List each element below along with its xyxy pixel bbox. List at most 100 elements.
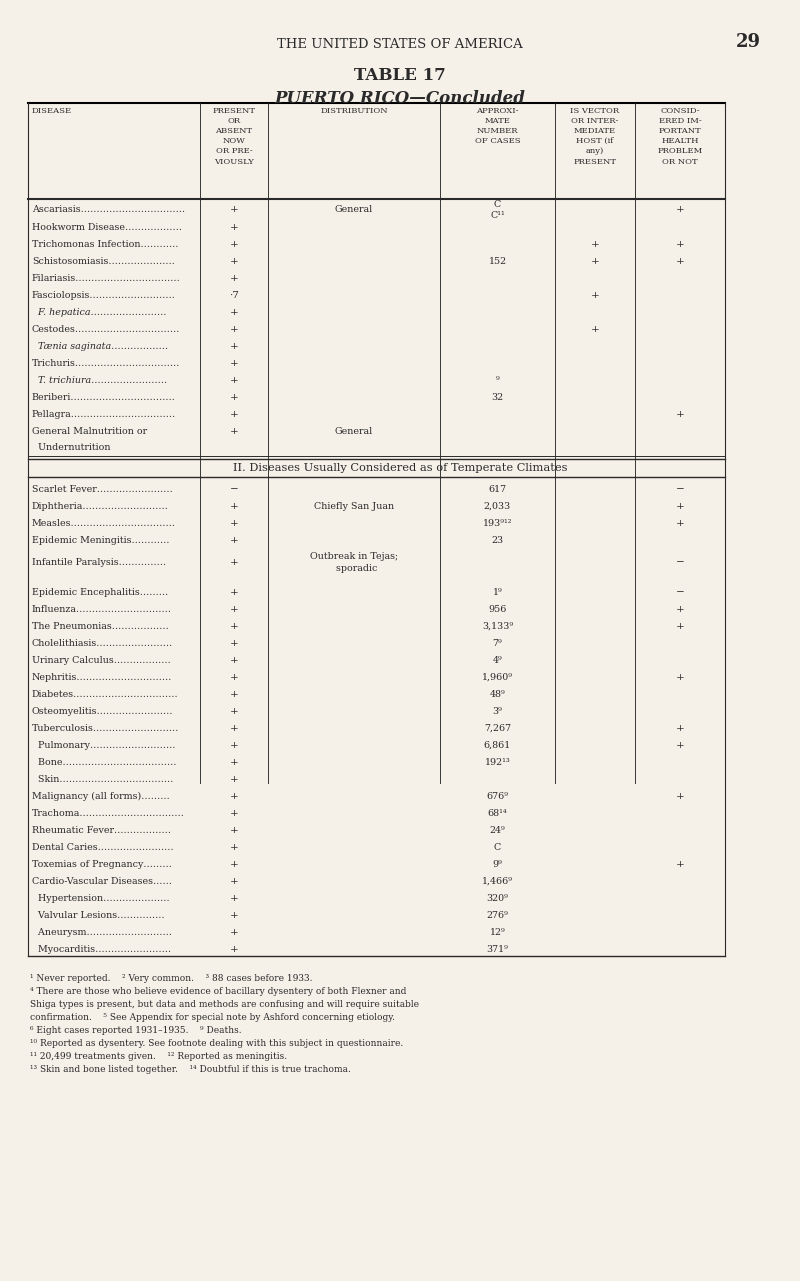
Text: Tuberculosis………………………: Tuberculosis……………………… [32,724,179,733]
Text: PRESENT
OR
ABSENT
NOW
OR PRE-
VIOUSLY: PRESENT OR ABSENT NOW OR PRE- VIOUSLY [213,108,255,165]
Text: +: + [230,605,238,614]
Text: +: + [230,707,238,716]
Text: +: + [676,605,684,614]
Text: General: General [335,427,373,436]
Text: PUERTO RICO—Concluded: PUERTO RICO—Concluded [274,90,526,106]
Text: Skin………………………………: Skin……………………………… [32,775,174,784]
Text: Tænia saginata………………: Tænia saginata……………… [32,342,168,351]
Text: ⁴ There are those who believe evidence of bacillary dysentery of both Flexner an: ⁴ There are those who believe evidence o… [30,986,406,997]
Text: +: + [230,945,238,954]
Text: −: − [676,588,684,597]
Text: +: + [230,673,238,681]
Text: +: + [676,519,684,528]
Text: 7,267: 7,267 [484,724,511,733]
Text: II. Diseases Usually Considered as of Temperate Climates: II. Diseases Usually Considered as of Te… [233,462,567,473]
Text: Pellagra……………………………: Pellagra…………………………… [32,410,176,419]
Text: confirmation.    ⁵ See Appendix for special note by Ashford concerning etiology.: confirmation. ⁵ See Appendix for special… [30,1013,395,1022]
Text: ¹⁰ Reported as dysentery. See footnote dealing with this subject in questionnair: ¹⁰ Reported as dysentery. See footnote d… [30,1039,403,1048]
Text: Malignancy (all forms)………: Malignancy (all forms)……… [32,792,170,801]
Text: +: + [230,810,238,819]
Text: +: + [230,377,238,386]
Text: 676⁹: 676⁹ [486,792,509,801]
Text: +: + [230,257,238,266]
Text: +: + [676,860,684,869]
Text: Toxemias of Pregnancy………: Toxemias of Pregnancy……… [32,860,172,869]
Text: Epidemic Encephalitis………: Epidemic Encephalitis……… [32,588,168,597]
Text: Aneurysm………………………: Aneurysm……………………… [32,927,172,936]
Text: Measles……………………………: Measles…………………………… [32,519,176,528]
Text: 2,033: 2,033 [484,502,511,511]
Text: +: + [230,740,238,749]
Text: +: + [230,639,238,648]
Text: Trichomonas Infection…………: Trichomonas Infection………… [32,240,178,249]
Text: +: + [676,673,684,681]
Text: +: + [676,623,684,632]
Text: +: + [230,307,238,316]
Text: +: + [230,826,238,835]
Text: 371⁹: 371⁹ [486,945,509,954]
Text: +: + [590,257,599,266]
Text: +: + [230,342,238,351]
Text: Cholelithiasis……………………: Cholelithiasis…………………… [32,639,174,648]
Text: +: + [230,843,238,852]
Text: +: + [230,656,238,665]
Text: Hypertension…………………: Hypertension………………… [32,894,170,903]
Text: 1⁹: 1⁹ [493,588,502,597]
Text: Trichuris……………………………: Trichuris…………………………… [32,359,180,368]
Text: Influenza…………………………: Influenza………………………… [32,605,172,614]
Text: 276⁹: 276⁹ [486,911,509,920]
Text: 617: 617 [489,485,506,494]
Text: +: + [230,623,238,632]
Text: CONSID-
ERED IM-
PORTANT
HEALTH
PROBLEM
OR NOT: CONSID- ERED IM- PORTANT HEALTH PROBLEM … [658,108,702,165]
Text: DISEASE: DISEASE [32,108,72,115]
Text: +: + [230,359,238,368]
Text: Infantile Paralysis……………: Infantile Paralysis…………… [32,559,166,567]
Text: Urinary Calculus………………: Urinary Calculus……………… [32,656,170,665]
Text: DISTRIBUTION: DISTRIBUTION [320,108,388,115]
Text: Cestodes……………………………: Cestodes…………………………… [32,325,180,334]
Text: C: C [494,843,501,852]
Text: Outbreak in Tejas;
  sporadic: Outbreak in Tejas; sporadic [310,552,398,573]
Text: Chiefly San Juan: Chiefly San Juan [314,502,394,511]
Text: 48⁹: 48⁹ [490,690,506,699]
Text: +: + [590,240,599,249]
Text: General: General [335,205,373,214]
Text: +: + [230,911,238,920]
Text: +: + [230,223,238,232]
Text: Valvular Lesions……………: Valvular Lesions…………… [32,911,165,920]
Text: +: + [230,410,238,419]
Text: +: + [230,877,238,886]
Text: APPROXI-
MATE
NUMBER
OF CASES: APPROXI- MATE NUMBER OF CASES [474,108,520,145]
Text: 12⁹: 12⁹ [490,927,506,936]
Text: Epidemic Meningitis…………: Epidemic Meningitis………… [32,535,170,544]
Text: 29: 29 [735,33,761,51]
Text: Rheumatic Fever………………: Rheumatic Fever……………… [32,826,171,835]
Text: Dental Caries……………………: Dental Caries…………………… [32,843,174,852]
Text: +: + [230,690,238,699]
Text: Scarlet Fever……………………: Scarlet Fever…………………… [32,485,173,494]
Text: Bone………………………………: Bone……………………………… [32,758,177,767]
Text: +: + [590,325,599,334]
Text: −: − [676,559,684,567]
Text: +: + [676,792,684,801]
Text: Osteomyelitis……………………: Osteomyelitis…………………… [32,707,174,716]
Text: 24⁹: 24⁹ [490,826,506,835]
Text: +: + [230,894,238,903]
Text: ⁶ Eight cases reported 1931–1935.    ⁹ Deaths.: ⁶ Eight cases reported 1931–1935. ⁹ Deat… [30,1026,242,1035]
Text: +: + [676,257,684,266]
Text: +: + [676,410,684,419]
Text: Diabetes……………………………: Diabetes…………………………… [32,690,178,699]
Text: +: + [230,427,238,436]
Text: 3,133⁹: 3,133⁹ [482,623,513,632]
Text: ·7: ·7 [229,291,239,300]
Text: 9⁹: 9⁹ [493,860,502,869]
Text: 1,960⁹: 1,960⁹ [482,673,513,681]
Text: −: − [676,485,684,494]
Text: THE UNITED STATES OF AMERICA: THE UNITED STATES OF AMERICA [277,38,523,51]
Text: +: + [230,792,238,801]
Text: Nephritis…………………………: Nephritis………………………… [32,673,172,681]
Text: Cardio-Vascular Diseases……: Cardio-Vascular Diseases…… [32,877,172,886]
Text: Schistosomiasis…………………: Schistosomiasis………………… [32,257,175,266]
Text: Diphtheria………………………: Diphtheria……………………… [32,502,169,511]
Text: TABLE 17: TABLE 17 [354,67,446,83]
